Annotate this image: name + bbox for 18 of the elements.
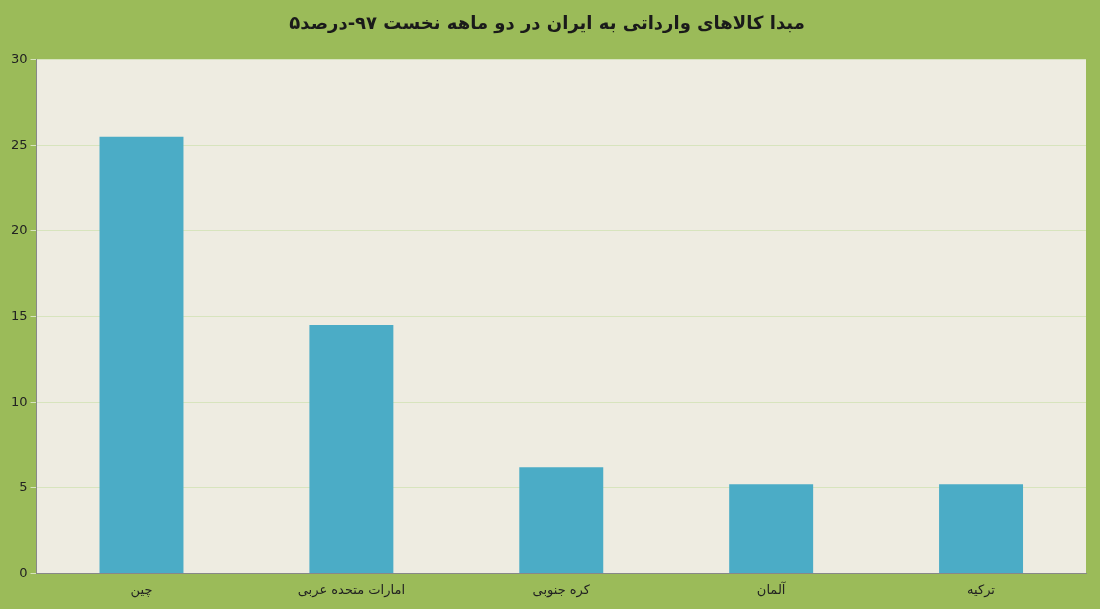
bar xyxy=(519,467,604,573)
chart-title: ۵مبدا کالاهای وارداتی به ایران در دو ماهه نخست ۹۷-درصد xyxy=(289,12,805,35)
x-tick-label: چین xyxy=(130,581,153,598)
bar xyxy=(309,325,394,573)
y-tick-label: 30 xyxy=(11,50,28,66)
bar xyxy=(939,484,1024,573)
y-tick-label: 5 xyxy=(19,479,28,495)
x-tick-label: ترکیه xyxy=(967,581,996,598)
bar xyxy=(729,484,814,573)
x-tick-label: امارات متحده عربی xyxy=(297,581,405,598)
y-tick-label: 15 xyxy=(11,307,28,323)
x-tick-label: کره جنوبی xyxy=(532,581,591,598)
y-tick-label: 20 xyxy=(11,222,28,238)
x-tick-label: آلمان xyxy=(756,580,787,597)
y-tick-label: 10 xyxy=(11,393,28,409)
y-tick-label: 0 xyxy=(19,564,28,580)
y-tick-label: 25 xyxy=(11,136,28,152)
bar xyxy=(99,136,184,573)
